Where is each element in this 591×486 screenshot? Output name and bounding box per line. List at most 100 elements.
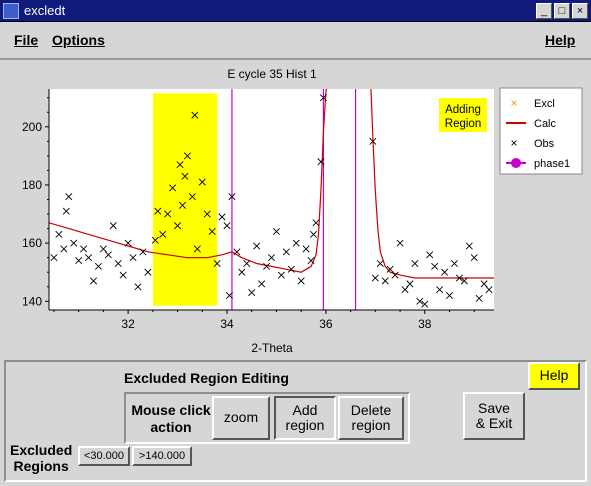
obs-point	[426, 251, 434, 259]
obs-point	[50, 254, 58, 262]
add-region-line1: Add	[292, 401, 318, 418]
obs-point	[225, 291, 233, 299]
obs-point	[80, 245, 88, 253]
obs-point	[176, 161, 184, 169]
obs-point	[70, 239, 78, 247]
mouse-click-label-line2: action	[150, 419, 192, 435]
legend-obs-label: Obs	[534, 138, 555, 150]
obs-point	[376, 259, 384, 267]
obs-point	[228, 193, 236, 201]
obs-point	[436, 286, 444, 294]
obs-point	[183, 152, 191, 160]
maximize-button[interactable]: □	[554, 3, 570, 19]
legend: × Excl Calc × Obs phase1	[499, 87, 583, 175]
obs-point	[460, 277, 468, 285]
excluded-region-high-button[interactable]: >140.000	[132, 446, 192, 466]
plot-area: E cycle 35 Hist 1 140 160 180 200 32 34 36 38 2…	[4, 62, 587, 355]
delete-region-line1: Delete	[350, 401, 392, 418]
obs-point	[85, 254, 93, 262]
control-panel: Excluded Region Editing Help Mouse click…	[4, 360, 587, 482]
panel-help-button[interactable]: Help	[528, 362, 580, 390]
obs-point	[55, 230, 63, 238]
menubar: File Options Help	[0, 22, 591, 60]
save-exit-line2: & Exit	[475, 415, 513, 431]
obs-point	[292, 239, 300, 247]
obs-point	[208, 227, 216, 236]
legend-calc-label: Calc	[534, 118, 557, 130]
mouse-action-group: Mouse click action zoom Add region Delet…	[124, 392, 410, 444]
obs-point	[302, 245, 310, 253]
minimize-button[interactable]: _	[536, 3, 552, 19]
excluded-regions-label-line1: Excluded	[10, 442, 73, 458]
obs-point	[139, 248, 147, 256]
obs-point	[416, 297, 424, 305]
obs-point	[144, 268, 152, 276]
save-exit-button[interactable]: Save & Exit	[463, 392, 525, 440]
window-titlebar: excledt _ □ ×	[0, 0, 591, 22]
legend-excl-icon: ×	[510, 96, 517, 110]
close-button[interactable]: ×	[572, 3, 588, 19]
menu-file[interactable]: File	[14, 32, 38, 48]
legend-phase-icon	[511, 158, 521, 168]
obs-point	[233, 248, 241, 256]
obs-point	[455, 274, 463, 282]
obs-point	[396, 239, 404, 247]
delete-region-button[interactable]: Delete region	[338, 396, 404, 440]
add-region-button[interactable]: Add region	[274, 396, 336, 440]
obs-point	[253, 242, 261, 250]
menu-help[interactable]: Help	[545, 32, 575, 48]
legend-obs-icon: ×	[510, 136, 517, 150]
obs-point	[381, 277, 389, 285]
window-title: excledt	[24, 3, 66, 18]
obs-point	[267, 254, 276, 262]
obs-point	[485, 286, 493, 294]
legend-excl-label: Excl	[534, 98, 555, 110]
obs-point	[312, 219, 320, 227]
excluded-region-low-button[interactable]: <30.000	[78, 446, 130, 466]
obs-point	[465, 242, 473, 250]
obs-point	[193, 245, 201, 253]
plot-title: E cycle 35 Hist 1	[227, 67, 317, 81]
obs-point	[94, 262, 102, 270]
obs-point	[213, 259, 221, 267]
y-tick-label: 200	[22, 120, 42, 134]
zoom-button[interactable]: zoom	[212, 396, 270, 440]
obs-point	[124, 239, 132, 247]
obs-point	[480, 280, 488, 288]
obs-point	[129, 254, 137, 262]
obs-point	[319, 94, 327, 102]
obs-point	[223, 222, 231, 230]
calc-line	[370, 89, 494, 279]
obs-point	[119, 271, 127, 279]
obs-point	[445, 291, 454, 299]
section-title: Excluded Region Editing	[124, 370, 289, 386]
adding-region-line2: Region	[445, 118, 481, 130]
y-tick-label: 180	[22, 178, 42, 192]
obs-point	[238, 268, 246, 276]
delete-region-line2: region	[351, 417, 391, 433]
obs-point	[243, 259, 251, 267]
add-region-line2: region	[285, 417, 325, 433]
obs-point	[218, 213, 226, 221]
obs-point	[198, 178, 206, 186]
plot-frame	[49, 89, 494, 310]
obs-point	[406, 280, 414, 288]
obs-point	[203, 210, 211, 218]
excluded-regions-label-line2: Regions	[13, 458, 69, 474]
menu-options[interactable]: Options	[52, 32, 105, 48]
obs-point	[188, 193, 196, 201]
menu-options-label: Options	[52, 32, 105, 48]
obs-point	[181, 172, 189, 180]
obs-point	[287, 265, 295, 273]
obs-point	[99, 245, 107, 253]
obs-point	[310, 230, 318, 238]
plot-canvas[interactable]: E cycle 35 Hist 1 140 160 180 200 32 34 36 38 2…	[4, 62, 587, 355]
menu-file-label: File	[14, 32, 39, 48]
obs-point	[104, 251, 112, 259]
obs-point	[65, 193, 73, 201]
app-icon	[3, 3, 19, 19]
obs-point	[134, 283, 142, 291]
obs-point	[258, 280, 266, 288]
obs-point	[191, 111, 199, 119]
y-tick-label: 140	[22, 294, 42, 308]
